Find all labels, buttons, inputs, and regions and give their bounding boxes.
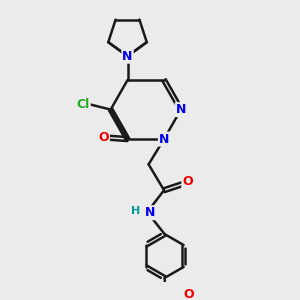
Text: Cl: Cl	[76, 98, 90, 111]
Text: O: O	[98, 131, 109, 144]
Text: N: N	[159, 133, 169, 146]
Text: N: N	[176, 103, 186, 116]
Text: O: O	[184, 288, 194, 300]
Text: H: H	[131, 206, 140, 216]
Text: O: O	[182, 175, 193, 188]
Text: N: N	[122, 50, 133, 63]
Text: N: N	[145, 206, 155, 219]
